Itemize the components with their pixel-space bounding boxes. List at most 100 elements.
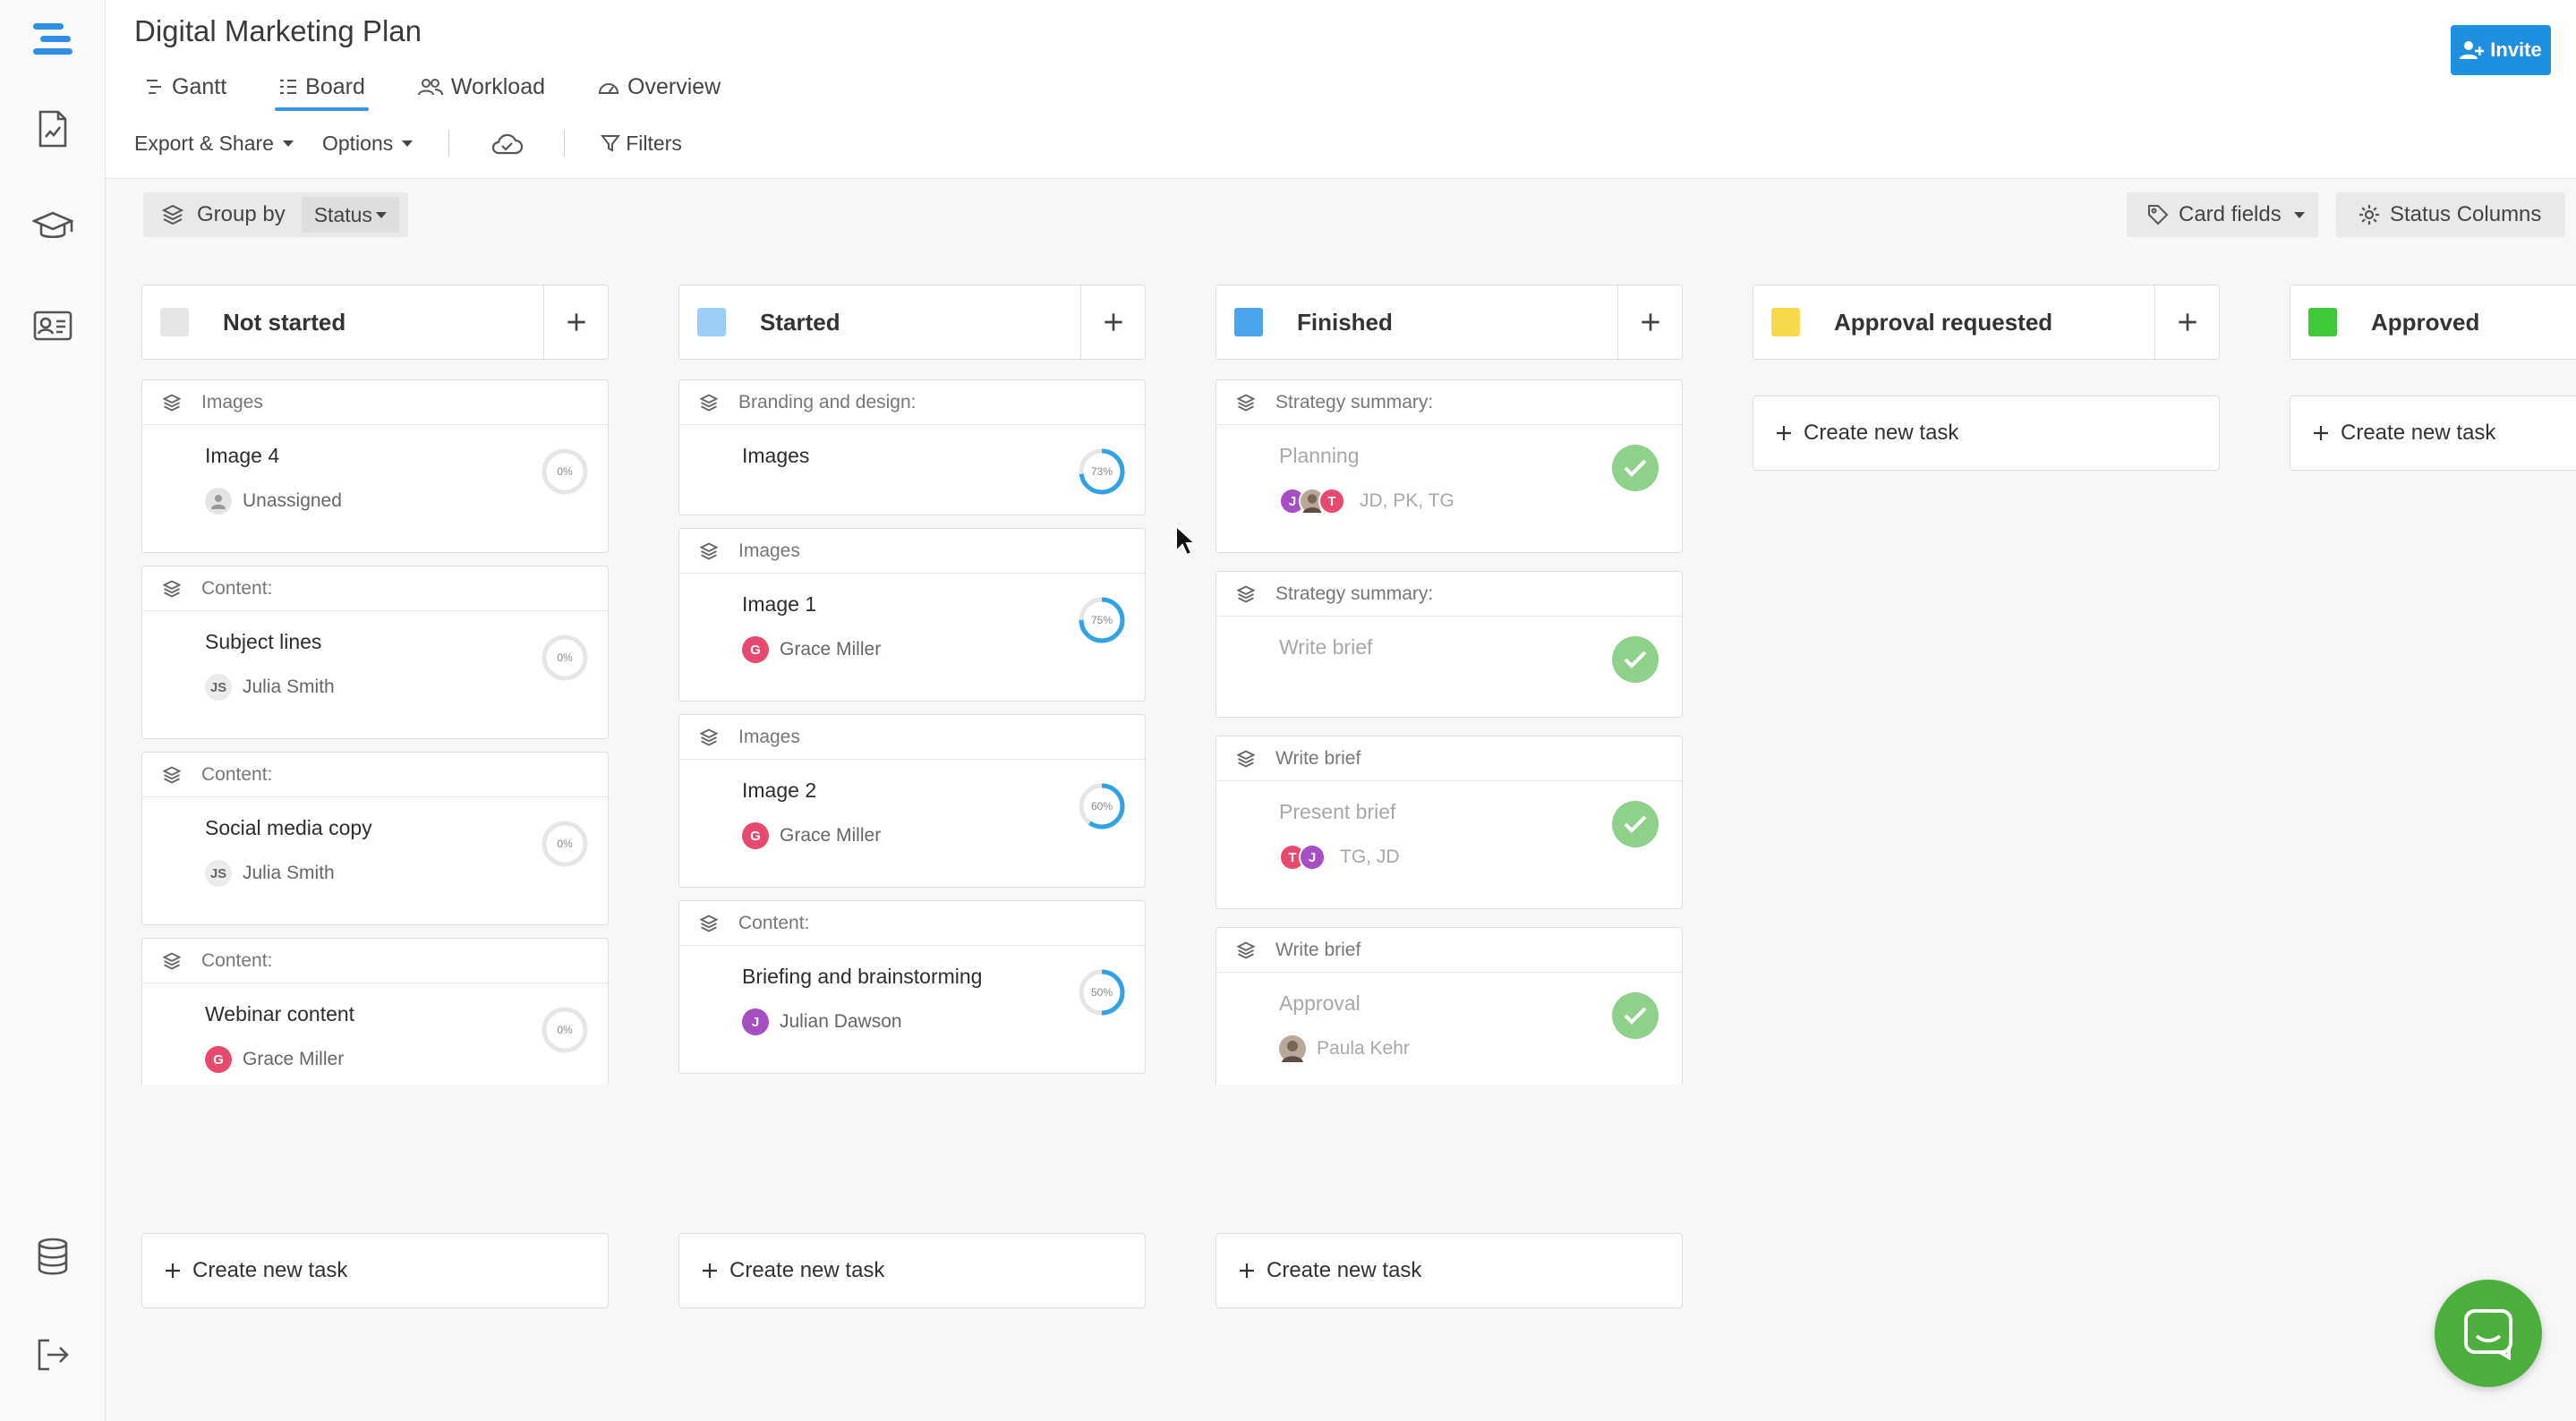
assignee-name: Julia Smith: [243, 863, 335, 883]
task-name: Approval: [1279, 991, 1361, 1015]
task-assignee[interactable]: G Grace Miller: [205, 1046, 344, 1073]
tab-workload[interactable]: Workload: [414, 66, 549, 107]
parent-group-label: Strategy summary:: [1275, 391, 1434, 413]
task-card[interactable]: Content: Subject lines 0% JS Julia Smith: [141, 566, 609, 739]
add-task-button[interactable]: [2154, 285, 2219, 359]
reports-icon[interactable]: [26, 102, 80, 156]
avatar-photo: [1279, 1035, 1306, 1062]
svg-text:0%: 0%: [557, 465, 573, 478]
task-card[interactable]: Content: Social media copy 0% JS Julia Smith: [141, 752, 609, 925]
overview-icon: [597, 77, 620, 97]
progress-ring: 50%: [1077, 967, 1127, 1017]
contacts-card-icon[interactable]: [26, 299, 80, 353]
task-name: Present brief: [1279, 800, 1396, 823]
task-card[interactable]: Strategy summary: Planning J T JD, PK, TG: [1215, 379, 1683, 553]
chevron-down-icon: [282, 140, 294, 147]
avatar: JS: [205, 674, 232, 701]
filters-label: Filters: [626, 131, 682, 155]
kanban-board: Not started Images Image 4 0% Unassigned Cont…: [106, 252, 2576, 1421]
task-name: Image 2: [742, 779, 817, 802]
progress-ring: 0%: [540, 633, 590, 683]
cloud-icon: [492, 133, 524, 155]
tab-board[interactable]: Board: [275, 66, 369, 111]
completed-check-icon[interactable]: [1612, 992, 1659, 1039]
task-name: Planning: [1279, 444, 1360, 467]
completed-check-icon[interactable]: [1612, 445, 1659, 491]
add-task-button[interactable]: [543, 285, 608, 359]
create-new-task-button[interactable]: Create new task: [1753, 396, 2220, 471]
completed-check-icon[interactable]: [1612, 636, 1659, 683]
layers-icon: [699, 541, 719, 561]
add-task-button[interactable]: [1617, 285, 1682, 359]
task-assignee[interactable]: J T JD, PK, TG: [1279, 488, 1454, 515]
progress-ring: 0%: [540, 819, 590, 869]
task-card[interactable]: Write brief Present brief T J TG, JD: [1215, 736, 1683, 909]
card-parent-group: Content:: [142, 566, 608, 611]
parent-group-label: Content:: [201, 763, 273, 785]
card-parent-group: Branding and design:: [679, 380, 1145, 425]
card-fields-menu[interactable]: Card fields: [2127, 192, 2318, 237]
task-name: Social media copy: [205, 816, 372, 839]
plus-icon: [1640, 311, 1661, 333]
cloud-sync-button[interactable]: [490, 132, 524, 155]
card-parent-group: Content:: [142, 939, 608, 983]
task-assignee[interactable]: G Grace Miller: [742, 822, 881, 849]
group-by-select[interactable]: Status: [301, 197, 399, 233]
logout-icon[interactable]: [26, 1328, 80, 1382]
task-assignee[interactable]: J Julian Dawson: [742, 1008, 902, 1035]
export-share-menu[interactable]: Export & Share: [134, 132, 294, 156]
options-label: Options: [321, 131, 394, 155]
create-new-task-button[interactable]: Create new task: [2290, 396, 2576, 471]
task-card[interactable]: Content: Webinar content 0% G Grace Miller: [141, 938, 609, 1085]
invite-button[interactable]: Invite: [2451, 25, 2551, 75]
avatar: T: [1318, 488, 1345, 515]
plus-icon: [2177, 311, 2198, 333]
status-color-swatch: [697, 308, 726, 336]
column-title: Not started: [223, 308, 346, 336]
group-by-control[interactable]: Group by Status: [143, 192, 408, 237]
task-assignee[interactable]: Paula Kehr: [1279, 1035, 1410, 1062]
plus-icon: [566, 311, 587, 333]
task-card[interactable]: Strategy summary: Write brief: [1215, 571, 1683, 718]
avatar: G: [205, 1046, 232, 1073]
create-new-task-button[interactable]: Create new task: [678, 1233, 1146, 1308]
task-card[interactable]: Branding and design: Images 73%: [678, 379, 1146, 515]
task-assignee[interactable]: Unassigned: [205, 488, 342, 515]
task-assignee[interactable]: G Grace Miller: [742, 636, 881, 663]
card-parent-group: Images: [679, 715, 1145, 760]
academy-icon[interactable]: [26, 200, 80, 254]
tab-label: Workload: [450, 73, 546, 99]
task-card[interactable]: Content: Briefing and brainstorming 50% J Ju…: [678, 900, 1146, 1074]
filters-button[interactable]: Filters: [601, 132, 682, 156]
avatar: JS: [205, 860, 232, 887]
add-task-button[interactable]: [1080, 285, 1145, 359]
status-columns-button[interactable]: Status Columns: [2336, 192, 2565, 237]
group-by-label: Group by: [197, 202, 286, 226]
chat-support-button[interactable]: [2435, 1280, 2542, 1387]
card-parent-group: Strategy summary:: [1216, 572, 1682, 617]
task-assignee[interactable]: JS Julia Smith: [205, 674, 335, 701]
task-name: Write brief: [1279, 635, 1373, 659]
task-card[interactable]: Images Image 1 75% G Grace Miller: [678, 528, 1146, 702]
status-column-finished: Finished Strategy summary: Planning J T JD, P…: [1215, 285, 1683, 1308]
tab-gantt[interactable]: Gantt: [141, 66, 230, 107]
create-new-task-button[interactable]: Create new task: [1215, 1233, 1683, 1308]
avatar: J: [1299, 844, 1326, 871]
unassigned-avatar-icon: [205, 488, 232, 515]
assignee-name: Grace Miller: [243, 1049, 345, 1069]
chevron-down-icon: [402, 140, 414, 147]
task-card[interactable]: Images Image 2 60% G Grace Miller: [678, 714, 1146, 888]
task-card[interactable]: Write brief Approval Paula Kehr: [1215, 927, 1683, 1085]
completed-check-icon[interactable]: [1612, 801, 1659, 847]
task-assignee[interactable]: JS Julia Smith: [205, 860, 335, 887]
options-menu[interactable]: Options: [321, 131, 414, 156]
task-name: Images: [742, 444, 810, 467]
create-new-task-button[interactable]: Create new task: [141, 1233, 609, 1308]
tab-label: Overview: [627, 73, 721, 99]
tab-overview[interactable]: Overview: [593, 66, 724, 107]
task-card[interactable]: Images Image 4 0% Unassigned: [141, 379, 609, 553]
status-columns-label: Status Columns: [2390, 202, 2542, 226]
database-icon[interactable]: [26, 1230, 80, 1283]
task-assignee[interactable]: T J TG, JD: [1279, 844, 1400, 871]
app-logo-icon[interactable]: [26, 13, 80, 66]
